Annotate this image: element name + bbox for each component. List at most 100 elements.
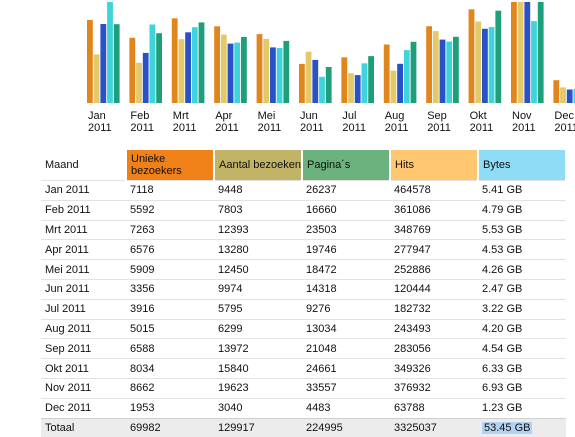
- cell-month: Apr 2011: [41, 240, 126, 260]
- x-tick-label-year: 2011: [554, 122, 575, 134]
- x-tick-label-month: Dec: [554, 110, 574, 122]
- bar-unique-visitors: [341, 57, 347, 103]
- cell-hits: 376932: [390, 378, 478, 398]
- cell-bytes: 4.53 GB: [478, 240, 566, 260]
- monthly-stats-table: Maand Unieke bezoekers Aantal bezoeken P…: [41, 150, 567, 437]
- column-header-aantal-bezoeken: Aantal bezoeken: [214, 150, 302, 181]
- cell-visits: 129917: [214, 418, 302, 437]
- column-header-paginas: Pagina´s: [302, 150, 390, 181]
- bar-visits: [391, 71, 397, 103]
- bar-bytes: [283, 41, 289, 103]
- bar-pages: [100, 24, 106, 103]
- cell-month: Aug 2011: [41, 319, 126, 339]
- cell-visits: 5795: [214, 299, 302, 319]
- cell-month: Jan 2011: [41, 181, 126, 201]
- bar-visits: [433, 31, 439, 103]
- bar-hits: [446, 42, 452, 104]
- cell-unique-visitors: 7263: [126, 220, 214, 240]
- bar-hits: [489, 27, 495, 103]
- x-tick-label-year: 2011: [470, 122, 494, 134]
- bar-hits: [319, 77, 325, 103]
- cell-hits: 348769: [390, 220, 478, 240]
- cell-bytes: 4.54 GB: [478, 339, 566, 359]
- cell-pages: 16660: [302, 200, 390, 220]
- cell-pages: 21048: [302, 339, 390, 359]
- cell-month: Mei 2011: [41, 260, 126, 280]
- x-tick-label-month: Aug: [385, 110, 405, 122]
- bar-pages: [567, 90, 573, 104]
- x-tick-label-month: Okt: [470, 110, 487, 122]
- x-tick-label-month: Apr: [215, 110, 232, 122]
- cell-month: Mrt 2011: [41, 220, 126, 240]
- cell-visits: 19623: [214, 378, 302, 398]
- cell-hits: 361086: [390, 200, 478, 220]
- bar-hits: [107, 2, 113, 103]
- cell-visits: 9448: [214, 181, 302, 201]
- cell-visits: 15840: [214, 359, 302, 379]
- bar-hits: [362, 63, 368, 103]
- cell-hits: 182732: [390, 299, 478, 319]
- bar-unique-visitors: [469, 9, 475, 103]
- bar-visits: [263, 39, 269, 103]
- cell-visits: 12450: [214, 260, 302, 280]
- cell-unique-visitors: 3356: [126, 279, 214, 299]
- cell-bytes: 5.41 GB: [478, 181, 566, 201]
- column-header-hits: Hits: [390, 150, 478, 181]
- bar-bytes: [495, 11, 501, 103]
- x-tick-label-month: Jun: [300, 110, 318, 122]
- x-tick-label-year: 2011: [130, 122, 154, 134]
- x-tick-label-year: 2011: [342, 122, 366, 134]
- bar-unique-visitors: [172, 18, 178, 103]
- cell-unique-visitors: 7118: [126, 181, 214, 201]
- x-tick-label-year: 2011: [258, 122, 282, 134]
- cell-pages: 14318: [302, 279, 390, 299]
- bar-visits: [179, 39, 185, 103]
- cell-bytes: 4.79 GB: [478, 200, 566, 220]
- bar-bytes: [368, 56, 374, 103]
- x-tick-label-year: 2011: [88, 122, 112, 134]
- cell-hits: 63788: [390, 398, 478, 418]
- bar-unique-visitors: [384, 45, 390, 104]
- cell-bytes: 1.23 GB: [478, 398, 566, 418]
- cell-month: Feb 2011: [41, 200, 126, 220]
- bar-visits: [94, 54, 100, 103]
- bar-visits: [221, 35, 227, 103]
- bar-bytes: [453, 37, 459, 103]
- bar-visits: [560, 87, 566, 103]
- cell-month: Jun 2011: [41, 279, 126, 299]
- column-header-maand: Maand: [41, 150, 126, 181]
- x-tick-label-year: 2011: [512, 122, 536, 134]
- x-tick-label-month: Jan: [88, 110, 106, 122]
- x-tick-label-month: Sep: [427, 110, 447, 122]
- cell-bytes: 3.22 GB: [478, 299, 566, 319]
- cell-bytes: 4.20 GB: [478, 319, 566, 339]
- cell-unique-visitors: 6588: [126, 339, 214, 359]
- bar-unique-visitors: [87, 20, 93, 103]
- cell-unique-visitors: 5909: [126, 260, 214, 280]
- cell-visits: 12393: [214, 220, 302, 240]
- bar-pages: [440, 40, 446, 103]
- bar-bytes: [538, 2, 544, 103]
- cell-visits: 3040: [214, 398, 302, 418]
- cell-month: Dec 2011: [41, 398, 126, 418]
- selected-total-bytes: 53.45 GB: [482, 422, 532, 434]
- cell-hits: 464578: [390, 181, 478, 201]
- x-tick-label-month: Nov: [512, 110, 532, 122]
- cell-pages: 9276: [302, 299, 390, 319]
- bar-unique-visitors: [426, 26, 432, 103]
- bar-unique-visitors: [214, 26, 220, 103]
- cell-bytes: 2.47 GB: [478, 279, 566, 299]
- cell-pages: 13034: [302, 319, 390, 339]
- bar-pages: [355, 75, 361, 103]
- bar-hits: [192, 27, 198, 103]
- bar-pages: [270, 47, 276, 103]
